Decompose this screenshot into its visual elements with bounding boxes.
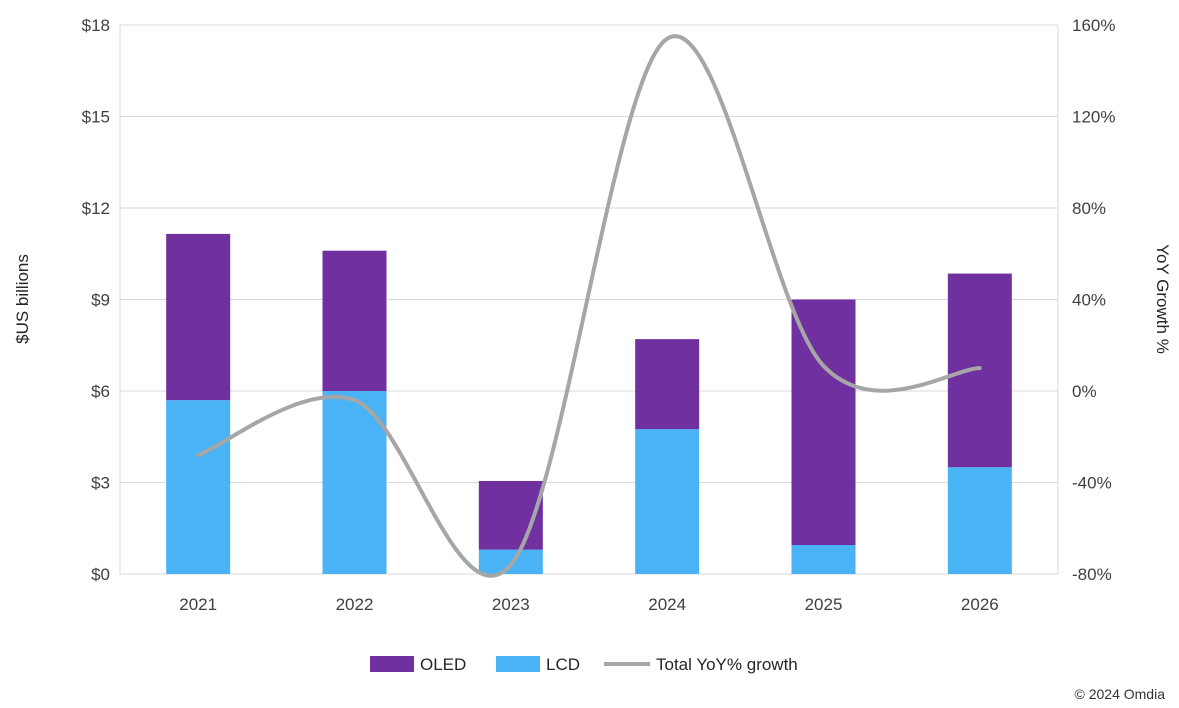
y2-tick-label: 40%	[1072, 291, 1106, 310]
y2-tick-label: 80%	[1072, 199, 1106, 218]
x-tick-label: 2022	[336, 595, 374, 614]
y-tick-label: $3	[91, 474, 110, 493]
bar-oled-2022	[322, 250, 387, 391]
y2-axis-title: YoY Growth %	[1153, 244, 1172, 354]
y-tick-label: $18	[82, 16, 110, 35]
plot-frame	[119, 24, 1059, 575]
x-tick-label: 2023	[492, 595, 530, 614]
legend-label-lcd: LCD	[546, 655, 580, 674]
y2-tick-label: 0%	[1072, 382, 1097, 401]
bar-oled-2021	[166, 233, 231, 401]
copyright-credit: © 2024 Omdia	[1074, 686, 1165, 702]
bar-oled-2025	[791, 299, 856, 546]
bar-lcd-2021	[166, 400, 231, 574]
x-tick-label: 2021	[179, 595, 217, 614]
legend-label-growth: Total YoY% growth	[656, 655, 798, 674]
bars	[166, 233, 1012, 574]
x-tick-label: 2026	[961, 595, 999, 614]
growth-line-layer	[196, 34, 982, 578]
y-tick-label: $12	[82, 199, 110, 218]
y2-tick-label: -80%	[1072, 565, 1112, 584]
y-axis-title: $US billions	[13, 254, 32, 344]
legend-label-oled: OLED	[420, 655, 466, 674]
y-tick-label: $15	[82, 108, 110, 127]
y2-tick-label: 160%	[1072, 16, 1115, 35]
legend: OLED LCD Total YoY% growth	[370, 655, 798, 674]
bar-lcd-2024	[635, 429, 700, 574]
x-tick-label: 2024	[648, 595, 686, 614]
y-tick-label: $0	[91, 565, 110, 584]
bar-lcd-2022	[322, 391, 387, 574]
y2-axis-ticks: -80% -40% 0% 40% 80% 120% 160%	[1072, 16, 1115, 584]
x-axis-ticks: 2021 2022 2023 2024 2025 2026	[179, 595, 998, 614]
y2-tick-label: 120%	[1072, 108, 1115, 127]
legend-swatch-oled	[370, 656, 414, 672]
bar-lcd-2025	[791, 545, 856, 574]
bar-oled-2026	[947, 273, 1012, 468]
growth-line	[196, 34, 982, 578]
legend-swatch-lcd	[496, 656, 540, 672]
y-tick-label: $9	[91, 291, 110, 310]
bar-lcd-2026	[947, 467, 1012, 574]
y-axis-ticks: $0 $3 $6 $9 $12 $15 $18	[82, 16, 110, 584]
y2-tick-label: -40%	[1072, 474, 1112, 493]
bar-oled-2024	[635, 339, 700, 430]
y-tick-label: $6	[91, 382, 110, 401]
x-tick-label: 2025	[805, 595, 843, 614]
